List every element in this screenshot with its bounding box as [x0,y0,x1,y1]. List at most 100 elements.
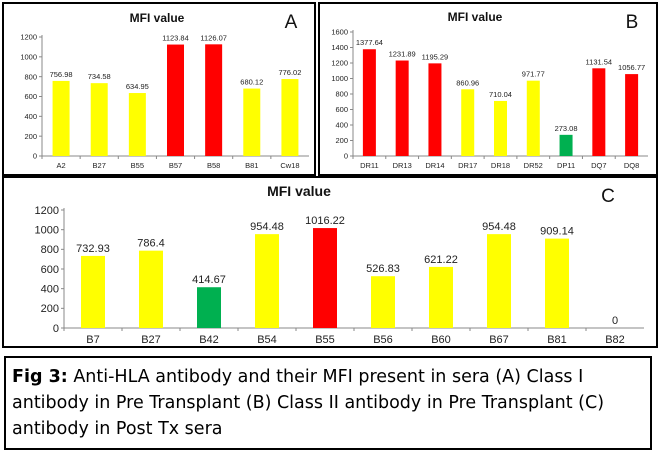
chart-c-x-tick-label: B42 [199,334,219,346]
chart-b-bar [494,100,507,156]
chart-a-data-label: 634.95 [126,82,149,91]
chart-b-x-tick-label: DQ8 [624,161,639,170]
chart-panel-b: MFI value B 0 200 400 600 800 1000 1200 1400 1600 1… [318,2,658,176]
chart-a-bar [52,80,70,156]
chart-panel-c: MFI value C 0 200 400 600 800 1000 1200 732.93 B7 7… [2,176,658,348]
chart-b-bar [526,80,540,156]
chart-a-x-tick-label: B27 [93,161,106,170]
chart-c-y-tick-label: 1000 [35,225,59,237]
chart-c-data-label: 786.4 [137,238,165,250]
chart-a-bar [128,93,146,156]
chart-c-y-tick-label: 1200 [35,205,59,217]
chart-b-y-tick-label: 1200 [331,59,348,68]
chart-b-bar [362,49,376,157]
chart-c-y-tick-label: 0 [53,323,59,335]
chart-c-bar [81,255,105,328]
chart-c-bar [197,287,221,328]
chart-c-svg: MFI value C 0 200 400 600 800 1000 1200 732.93 B7 7… [35,183,644,346]
chart-a-svg: MFI value A 0 200 400 600 800 1000 1200 756.98 A2 7… [20,11,309,170]
chart-a-x-tick-label: A2 [56,161,65,170]
chart-c-data-label: 414.67 [192,274,226,286]
chart-c-data-label: 621.22 [424,254,458,266]
chart-b-x-tick-label: DR17 [458,161,477,170]
chart-a-bar [205,44,223,156]
chart-b-data-label: 1231.89 [389,50,416,59]
chart-a-data-label: 756.98 [50,70,73,79]
chart-c-data-label: 1016.22 [305,215,345,227]
chart-b-svg: MFI value B 0 200 400 600 800 1000 1200 1400 1600 1… [331,10,648,170]
chart-a-y-tick-label: 600 [24,92,37,101]
chart-b-bar [461,89,475,156]
chart-a-data-label: 680.12 [240,78,263,87]
chart-a-y-tick-label: 1000 [20,52,37,61]
chart-c-y-tick-label: 600 [41,264,59,276]
chart-a-bar [243,88,261,156]
chart-a-x-tick-label: B55 [131,161,144,170]
chart-c-y-tick-label: 200 [41,303,59,315]
chart-c-bar [255,234,279,328]
chart-a-title: MFI value [130,11,185,25]
chart-c-data-label: 732.93 [76,243,110,255]
chart-b-x-tick-label: DR13 [393,161,412,170]
chart-a-y-tick-label: 200 [24,132,37,141]
chart-b-data-label: 1131.54 [586,57,613,66]
chart-b-x-tick-label: DR14 [425,161,444,170]
chart-c-data-label: 909.14 [540,226,574,238]
chart-c-data-label: 954.48 [482,221,516,233]
chart-b-bar [428,63,442,157]
chart-c-bar [139,250,163,328]
chart-c-bar [545,238,569,328]
chart-c-x-tick-label: B67 [489,334,509,346]
chart-c-data-label: 526.83 [366,263,400,275]
caption-label: Fig 3: [12,367,68,387]
chart-b-x-tick-label: DR52 [524,161,543,170]
chart-b-x-tick-label: DQ7 [591,161,606,170]
chart-a-panel-letter: A [285,12,298,33]
chart-b-data-label: 860.96 [456,78,479,87]
chart-c-y-tick-label: 400 [41,284,59,296]
chart-panel-a: MFI value A 0 200 400 600 800 1000 1200 756.98 A2 7… [2,2,316,176]
chart-b-y-tick-label: 600 [335,105,348,114]
chart-c-y-tick-label: 800 [41,244,59,256]
chart-c-x-tick-label: B55 [315,334,335,346]
chart-a-x-tick-label: B81 [245,161,258,170]
chart-b-bar [559,134,573,156]
chart-c-data-label: 954.48 [250,221,284,233]
chart-a-data-label: 734.58 [88,72,111,81]
chart-b-y-tick-label: 400 [335,121,348,130]
chart-c-x-tick-label: B82 [605,334,625,346]
chart-b-bar [592,68,606,156]
chart-b-data-label: 971.77 [522,70,545,79]
chart-a-y-tick-label: 1200 [20,33,37,42]
chart-b-panel-letter: B [626,12,639,33]
chart-b-y-tick-label: 1000 [331,74,348,83]
chart-b-bar [395,60,409,156]
chart-c-bar [429,266,453,328]
chart-b-y-tick-label: 800 [335,90,348,99]
chart-c-x-tick-label: B81 [547,334,567,346]
chart-b-x-tick-label: DR11 [360,161,379,170]
chart-a-data-label: 1123.84 [162,34,189,43]
chart-a-y-tick-label: 400 [24,112,37,121]
chart-a-bar [167,44,184,156]
chart-c-title: MFI value [267,183,331,199]
chart-c-x-tick-label: B54 [257,334,277,346]
chart-b-x-tick-label: DR18 [491,161,510,170]
chart-a-x-tick-label: Cw18 [280,161,299,170]
chart-a-data-label: 776.02 [278,68,301,77]
chart-b-data-label: 710.04 [489,90,512,99]
chart-a-bar [90,83,108,156]
chart-c-x-tick-label: B7 [86,334,99,346]
chart-c-bar [313,228,337,328]
chart-a-data-label: 1126.07 [200,33,227,42]
chart-a-bar [281,79,299,156]
chart-b-data-label: 1056.77 [618,63,645,72]
chart-b-y-tick-label: 1400 [331,43,348,52]
chart-b-data-label: 273.08 [555,124,578,133]
figure-caption: Fig 3: Anti-HLA antibody and their MFI p… [4,356,652,450]
chart-b-x-tick-label: DP11 [557,161,575,170]
caption-text: Anti-HLA antibody and their MFI present … [12,367,605,439]
chart-c-bar [371,276,395,328]
chart-a-y-tick-label: 800 [24,72,37,81]
chart-b-data-label: 1195.29 [422,52,449,61]
